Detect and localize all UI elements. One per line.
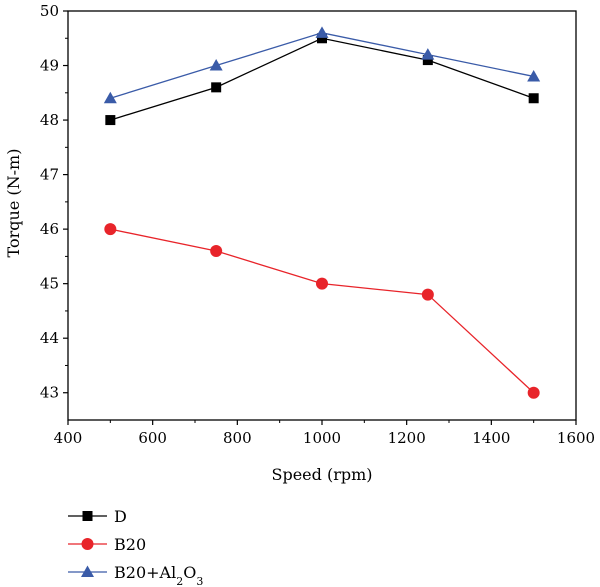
y-tick-label-3: 46: [40, 220, 59, 238]
series-1-line: [110, 228, 535, 394]
x-tick-label-2: 800: [223, 429, 252, 447]
series-2-point-1: [209, 59, 223, 71]
legend-label-2: B20+Al2O3: [114, 563, 203, 587]
plot-frame: [67, 10, 577, 421]
series-2-point-0: [103, 91, 117, 104]
legend-label-1-name: B20: [114, 535, 146, 554]
series-0-point-4: [528, 93, 539, 104]
y-tick-label-4: 47: [40, 166, 59, 184]
x-tick-label-5: 1400: [472, 429, 510, 447]
series-1-point-0: [104, 223, 117, 236]
legend-label-1: B20: [114, 535, 146, 554]
series-1-point-3: [421, 288, 434, 301]
legend-marker-0: [82, 511, 93, 521]
series-2-point-4: [527, 69, 541, 82]
x-tick-label-3: 1000: [303, 429, 341, 447]
legend-item-1: B20: [68, 535, 146, 554]
x-tick-label-6: 1600: [557, 429, 595, 447]
legend-label-2-sub: 2: [176, 575, 183, 587]
axes: 400 600 800 1000 1200 1400 1600 43 44 45 46 47 48 49 5…: [40, 2, 595, 447]
y-tick-label-1: 44: [40, 329, 59, 347]
series-1-point-1: [210, 244, 223, 257]
series-layer: [103, 26, 541, 399]
series-0-point-1: [211, 82, 222, 93]
legend-marker-2: [81, 565, 94, 577]
y-tick-label-5: 48: [40, 111, 59, 129]
y-tick-label-2: 45: [40, 275, 59, 293]
legend-item-0: D: [68, 507, 127, 526]
legend-item-2: B20+Al2O3: [68, 563, 203, 587]
series-0-point-0: [105, 115, 116, 126]
legend-label-2-sub2: 3: [196, 575, 203, 587]
x-axis-title: Speed (rpm): [271, 465, 372, 484]
series-1: [104, 223, 540, 399]
x-tick-label-1: 600: [138, 429, 167, 447]
series-2: [103, 26, 541, 104]
y-tick-label-7: 50: [40, 2, 59, 20]
series-1-point-4: [527, 386, 540, 399]
series-2-point-2: [315, 26, 329, 38]
y-tick-label-6: 49: [40, 57, 59, 75]
legend-label-0-name: D: [114, 507, 127, 526]
y-axis-title: Torque (N-m): [4, 149, 23, 258]
series-0: [105, 33, 539, 126]
series-0-point-2: [317, 33, 327, 44]
legend-label-2-tail: O: [183, 563, 196, 582]
x-tick-label-4: 1200: [388, 429, 426, 447]
legend-label-2-name: B20+Al: [114, 563, 176, 582]
series-2-point-3: [421, 48, 435, 60]
legend-marker-1: [81, 538, 94, 550]
series-0-point-3: [422, 55, 433, 66]
legend: D B20 B20+Al2O3: [68, 507, 203, 587]
x-tick-label-0: 400: [54, 429, 83, 447]
legend-label-0: D: [114, 507, 127, 526]
series-1-point-2: [316, 277, 328, 290]
y-tick-label-0: 43: [40, 384, 59, 402]
